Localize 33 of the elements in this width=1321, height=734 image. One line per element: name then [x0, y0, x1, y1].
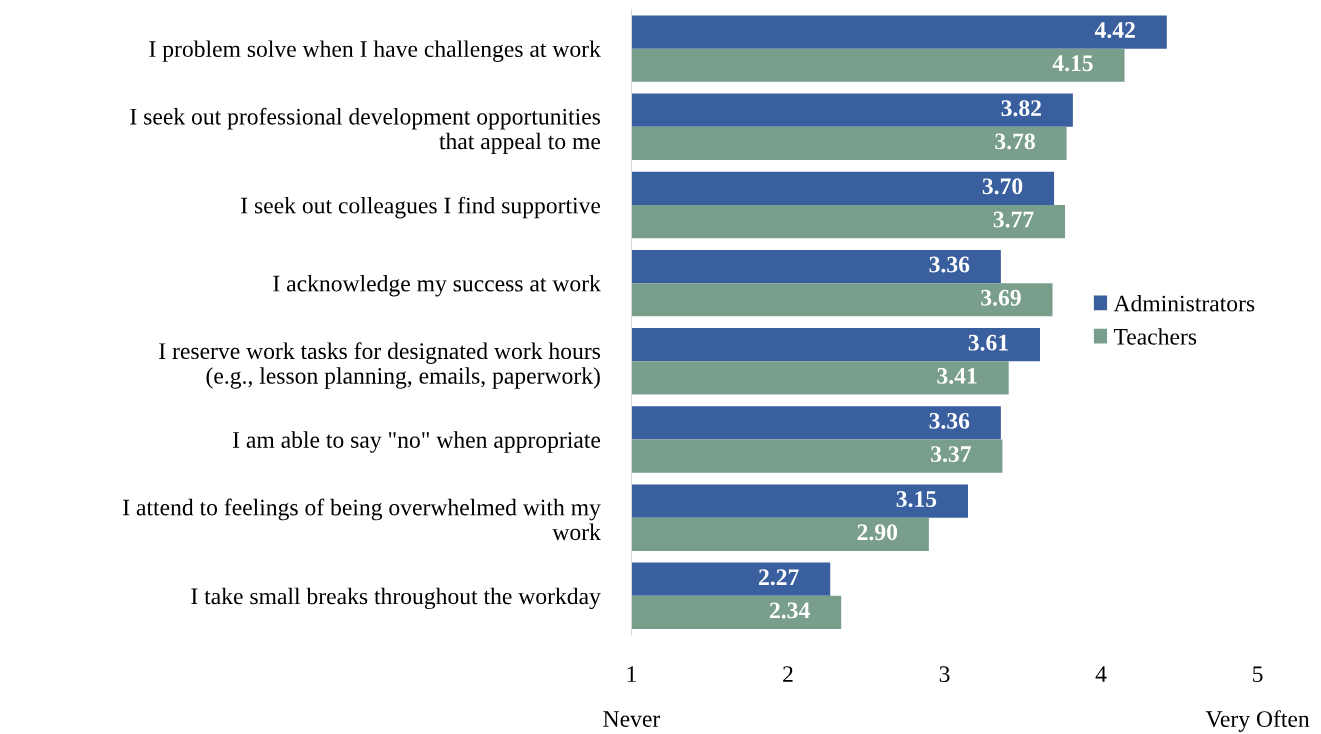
x-tick-label: 1 — [627, 666, 636, 682]
data-label: 3.78 — [995, 133, 1035, 150]
data-label: 3.77 — [993, 211, 1034, 228]
data-label: 2.34 — [769, 602, 810, 619]
legend-label: Administrators — [1113, 294, 1255, 312]
data-label: 3.70 — [982, 178, 1023, 195]
data-label: 4.42 — [1094, 22, 1135, 39]
data-label: 3.61 — [968, 334, 1008, 351]
y-tick-label: I take small breaks throughout the workday — [191, 587, 601, 610]
data-label: 3.36 — [929, 256, 970, 273]
data-label: 3.15 — [896, 491, 937, 508]
y-tick-label: I acknowledge my success at work — [273, 274, 601, 297]
data-label: 3.36 — [929, 412, 970, 429]
y-tick-label: I reserve work tasks for designated work hours (e.g., lesson planning, emails, paperwork) — [159, 342, 601, 389]
data-label: 3.41 — [937, 367, 977, 384]
data-label: 3.82 — [1001, 100, 1041, 117]
data-label: 3.69 — [981, 289, 1021, 306]
x-tick-label: 2 — [783, 666, 793, 682]
y-tick-label: I problem solve when I have challenges at work — [149, 40, 601, 62]
x-tick-label: 3 — [939, 666, 950, 683]
legend-label: Teachers — [1113, 328, 1197, 345]
x-tick-label: 4 — [1095, 666, 1107, 682]
y-tick-label: I seek out professional development opportunities that appeal to me — [130, 107, 601, 155]
y-tick-label: I seek out colleagues I find supportive — [241, 196, 601, 219]
y-tick-label: I am able to say "no" when appropriate — [233, 431, 601, 453]
text: Very Often — [1205, 710, 1310, 732]
data-label: 4.15 — [1052, 55, 1093, 72]
data-label: 3.37 — [931, 446, 971, 463]
text: Never — [603, 711, 661, 727]
x-tick-label: 5 — [1253, 666, 1263, 683]
y-tick-label: I attend to feelings of being overwhelmed with my work — [123, 498, 601, 541]
data-label: 2.27 — [759, 569, 799, 586]
data-label: 2.90 — [857, 524, 898, 541]
